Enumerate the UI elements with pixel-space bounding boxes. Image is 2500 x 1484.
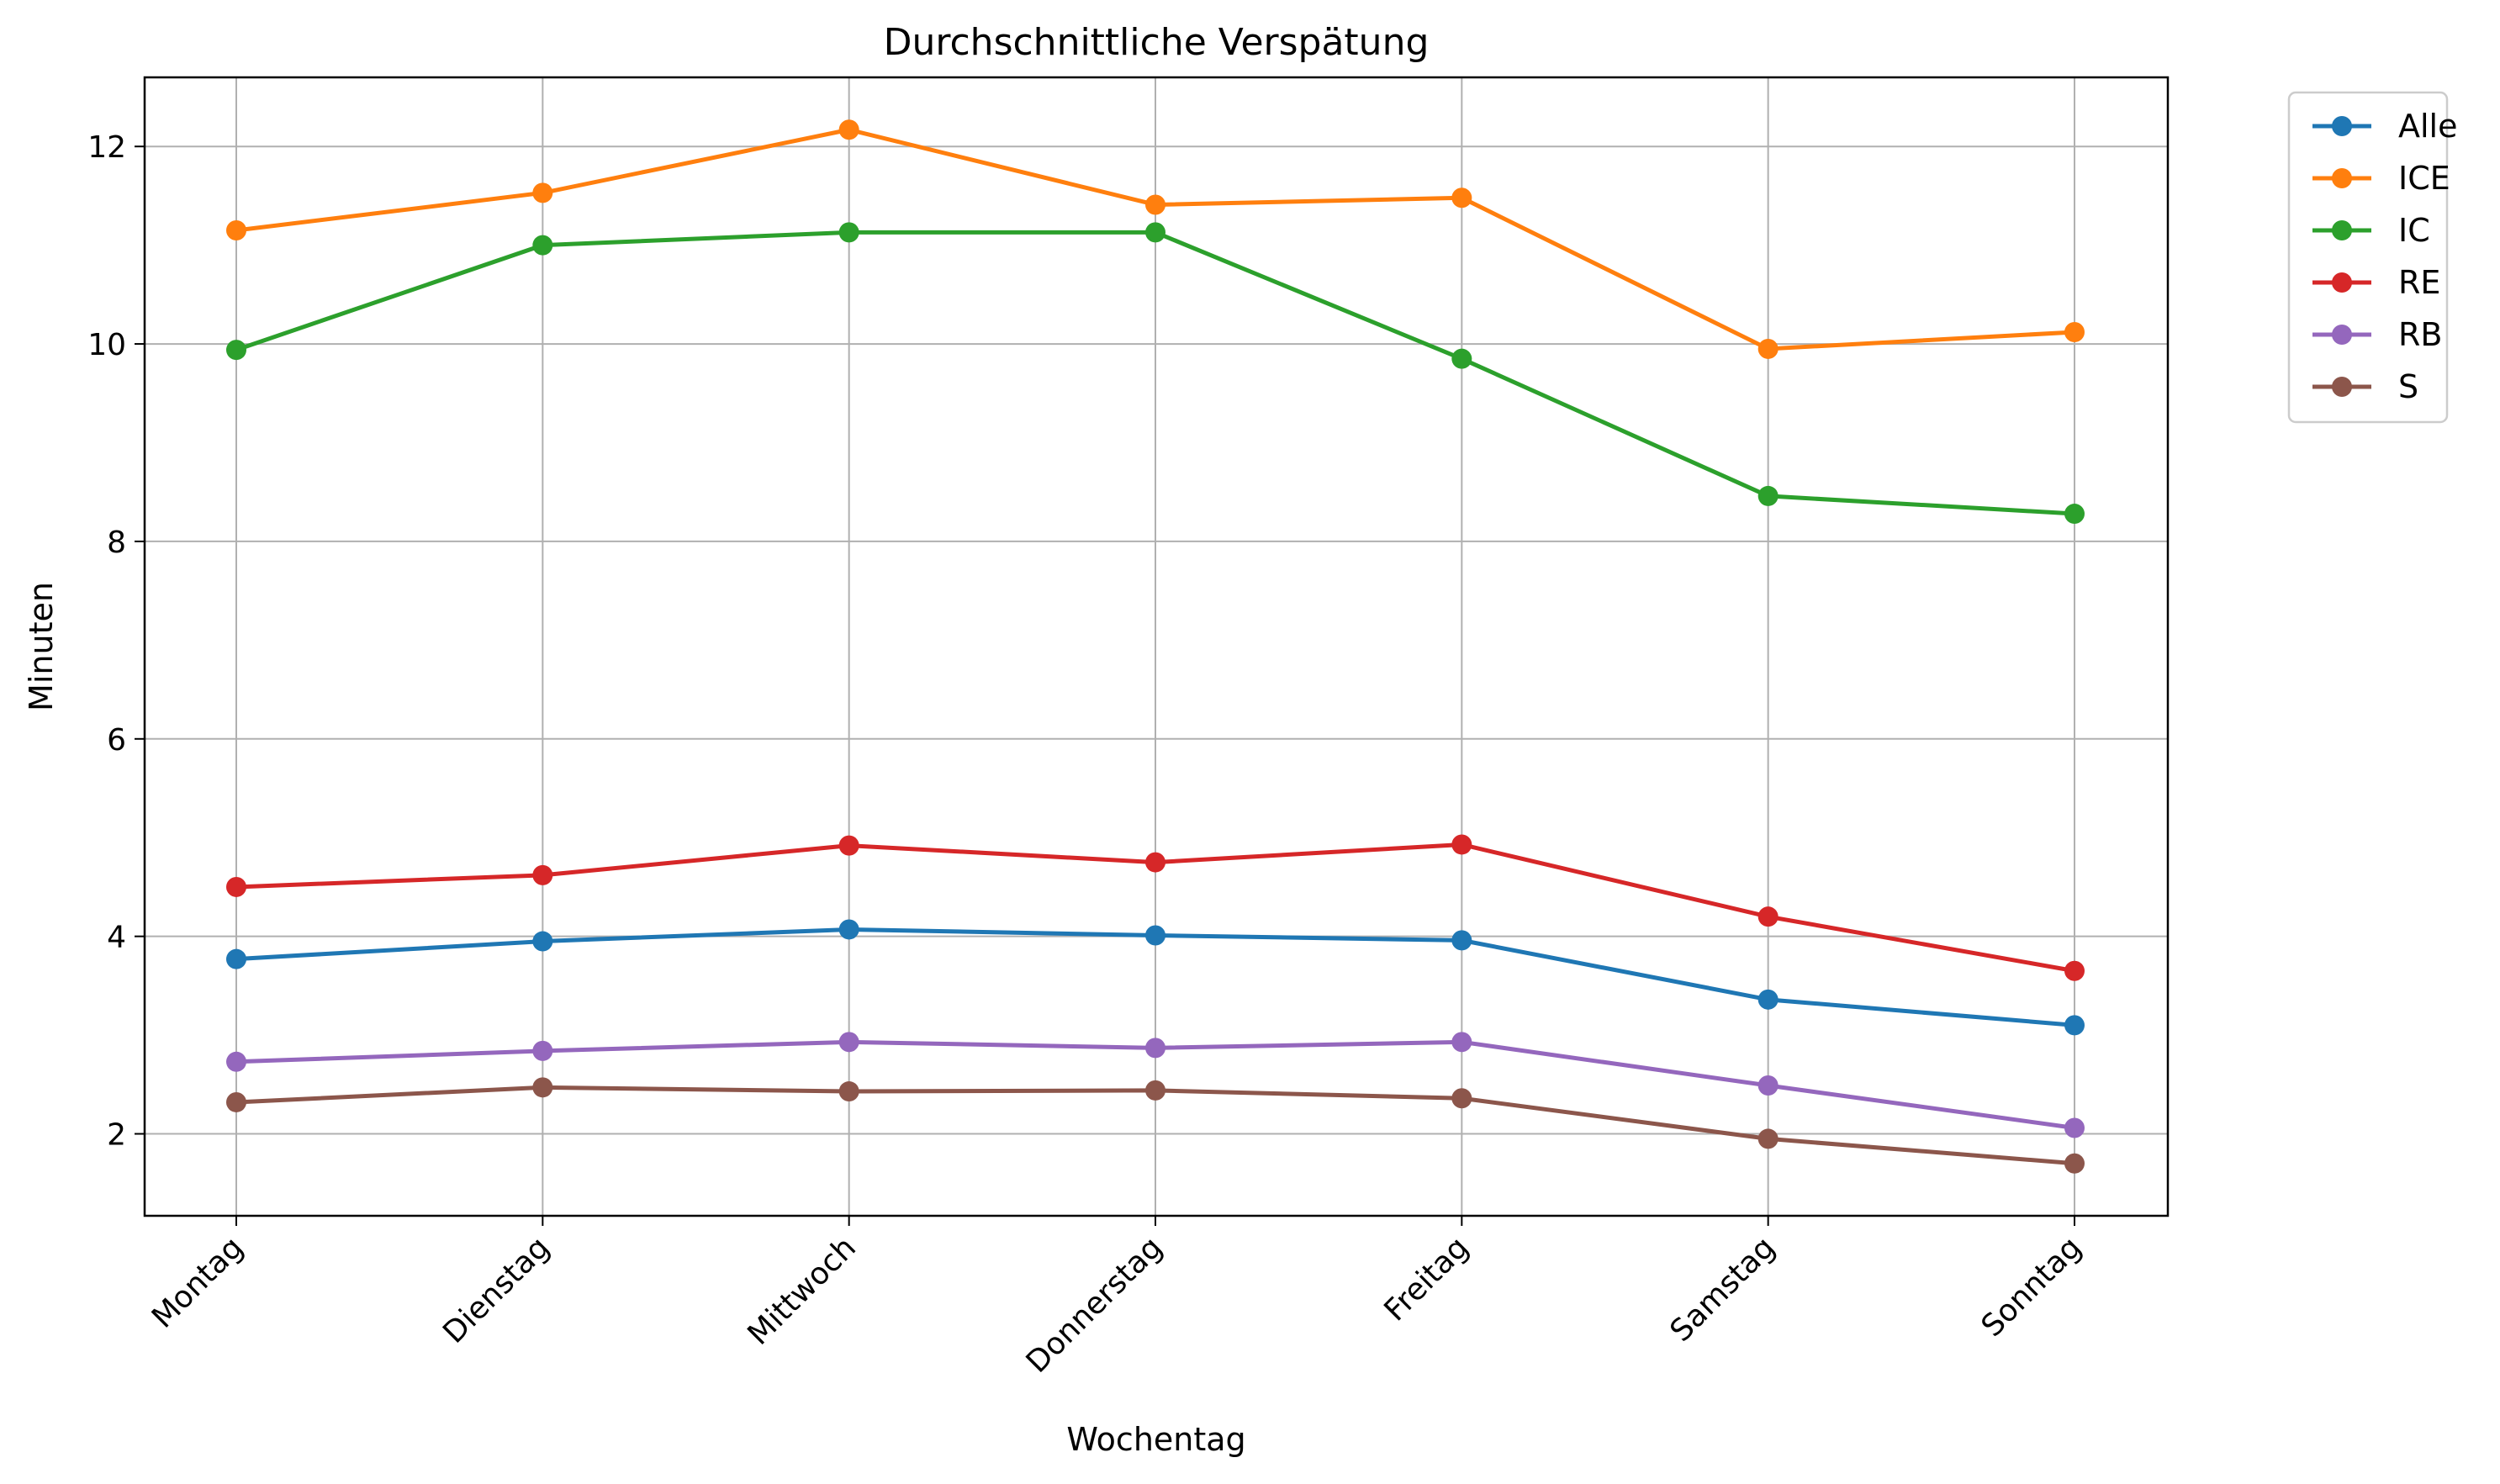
data-point [1145,194,1165,215]
data-point [1451,1032,1472,1053]
data-point [838,222,859,243]
data-point [226,1091,246,1112]
data-point [1757,1128,1779,1149]
legend-marker [2332,220,2352,240]
legend-label: RE [2398,264,2440,301]
data-point [1757,906,1779,927]
legend-label: S [2398,368,2418,405]
legend-item: ICE [2312,160,2450,197]
legend-item: IC [2312,212,2430,249]
data-point [1451,187,1472,209]
data-point [2064,321,2085,342]
data-point [2064,1153,2085,1174]
data-point [532,182,553,203]
legend-label: Alle [2398,108,2458,145]
legend-marker [2332,272,2352,293]
x-axis-title: Wochentag [1066,1421,1245,1458]
data-point [1451,1088,1472,1109]
data-point [1757,989,1779,1010]
data-point [1757,485,1779,506]
data-point [838,919,859,940]
chart-title: Durchschnittliche Verspätung [884,21,1430,64]
data-point [1145,1038,1165,1059]
series-ic [226,222,2085,525]
legend-marker [2332,325,2352,345]
legend: Alle ICE IC RE RB S [2287,91,2458,424]
legend-items: Alle ICE IC RE RB S [2312,108,2458,405]
series-lines [226,119,2085,1174]
data-point [838,1081,859,1102]
legend-marker [2332,168,2352,188]
data-point [1451,834,1472,855]
y-tick-label: 6 [107,723,126,758]
legend-label: RB [2398,316,2442,353]
legend-marker [2332,377,2352,397]
data-point [226,340,246,361]
legend-label: ICE [2398,160,2450,197]
data-point [838,1032,859,1053]
y-tick-label: 12 [87,130,126,165]
data-point [1145,925,1165,946]
data-point [532,1040,553,1061]
legend-item: S [2312,368,2418,405]
data-point [1451,348,1472,369]
data-point [2064,504,2085,525]
data-point [532,864,553,885]
data-point [1451,930,1472,951]
y-tick-label: 2 [107,1118,126,1153]
data-point [2064,1117,2085,1138]
data-point [532,931,553,952]
series-re [226,834,2085,981]
data-point [226,948,246,969]
legend-item: RB [2312,316,2442,353]
y-axis-title: Minuten [23,582,60,711]
series-alle [226,919,2085,1036]
data-point [2064,1015,2085,1036]
data-point [2064,960,2085,981]
series-rb [226,1032,2085,1138]
legend-label: IC [2398,212,2430,249]
legend-item: Alle [2312,108,2458,145]
series-s [226,1077,2085,1174]
data-point [838,119,859,140]
data-point [1145,1080,1165,1101]
data-point [226,1051,246,1072]
data-point [1757,338,1779,359]
data-point [532,235,553,256]
y-tick-label: 4 [107,921,126,955]
data-point [226,876,246,897]
data-point [1145,852,1165,873]
data-point [838,835,859,856]
data-point [1757,1075,1779,1096]
data-point [226,220,246,241]
data-point [1145,222,1165,243]
legend-marker [2332,116,2352,136]
legend-frame [2287,91,2449,424]
y-tick-label: 8 [107,525,126,560]
data-point [532,1077,553,1098]
legend-item: RE [2312,264,2440,301]
y-tick-label: 10 [87,328,126,362]
series-ice [226,119,2085,359]
